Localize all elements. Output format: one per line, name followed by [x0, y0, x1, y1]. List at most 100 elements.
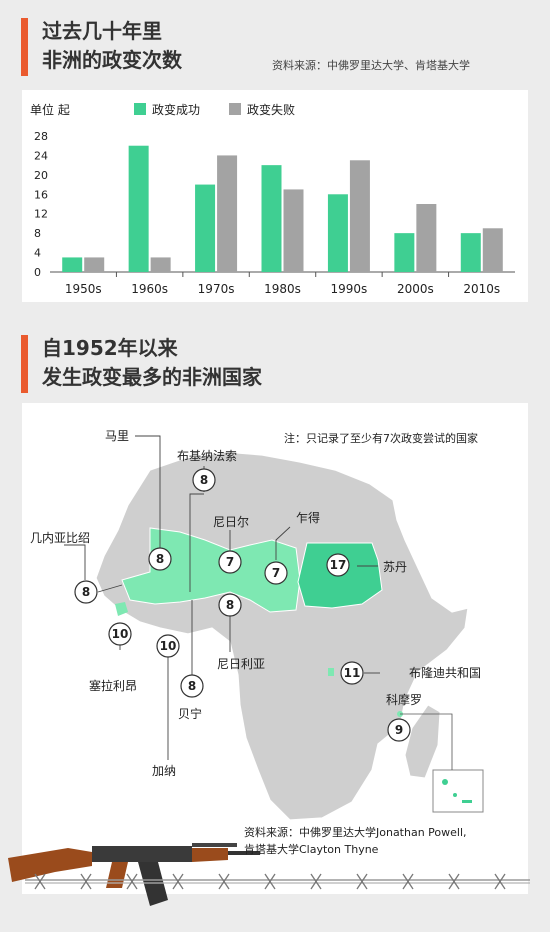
bar-success: [261, 165, 282, 272]
barb: [310, 873, 322, 890]
name-mali: 马里: [105, 429, 129, 443]
name-nigeria: 尼日利亚: [217, 657, 265, 671]
leader-mali: [135, 435, 161, 548]
bar-success: [394, 233, 415, 272]
bar-success: [460, 233, 481, 272]
comoros-island-3: [462, 800, 472, 803]
name-benin: 贝宁: [178, 706, 202, 721]
barb: [172, 873, 184, 890]
x-tick-label: 2000s: [397, 282, 434, 296]
count-marker: [180, 674, 204, 698]
count-marker: [387, 718, 411, 742]
rifle-illustration: [8, 843, 260, 906]
name-comoros: 科摩罗: [386, 692, 422, 707]
rifle-gas-tube: [192, 843, 237, 847]
unit-label: 单位 起: [30, 103, 70, 117]
chart-source: 资料来源：中佛罗里达大学、肯塔基大学: [272, 59, 470, 72]
count-value: 10: [160, 639, 177, 653]
y-tick-label: 24: [34, 149, 48, 162]
map-title-line1: 自1952年以来: [42, 336, 178, 360]
count-value: 8: [82, 585, 90, 599]
map-title-line2: 发生政变最多的非洲国家: [42, 365, 262, 389]
count-value: 8: [188, 679, 196, 693]
count-value: 8: [156, 552, 164, 566]
bar-fail: [416, 204, 437, 272]
count-marker: [74, 580, 98, 604]
burundi-shape: [328, 668, 334, 676]
name-chad: 乍得: [296, 510, 320, 525]
y-tick-label: 12: [34, 208, 48, 221]
barb: [218, 873, 230, 890]
barb: [494, 873, 506, 890]
x-tick-label: 1950s: [65, 282, 102, 296]
accent-bar-1: [21, 18, 28, 76]
barb: [80, 873, 92, 890]
count-value: 17: [330, 558, 347, 572]
y-tick-label: 8: [34, 227, 41, 240]
count-marker: [340, 661, 364, 685]
rifle-magazine: [138, 862, 168, 906]
legend-fail: 政变失败: [229, 101, 295, 118]
bar-fail: [150, 257, 171, 272]
y-tick-label: 20: [34, 169, 48, 182]
comoros-island-1: [442, 779, 448, 785]
bar-success: [195, 184, 216, 272]
bar-fail: [283, 189, 304, 272]
leader-burkina-2: [189, 493, 204, 592]
count-marker: [192, 468, 216, 492]
legend-fail-swatch: [229, 103, 241, 115]
map-source-line2: 肯塔基大学Clayton Thyne: [244, 843, 379, 856]
leader-guinea: [64, 544, 86, 580]
y-tick-label: 28: [34, 130, 48, 143]
bar-fail: [482, 228, 503, 272]
rifle-handguard: [192, 848, 228, 862]
map-source: 资料来源：中佛罗里达大学Jonathan Powell, 肯塔基大学Clayto…: [244, 824, 467, 858]
name-guinea-bissau: 几内亚比绍: [30, 531, 90, 545]
count-value: 9: [395, 723, 403, 737]
bar-success: [62, 257, 83, 272]
name-sudan: 苏丹: [383, 560, 407, 574]
bar-fail: [349, 160, 370, 272]
barb: [264, 873, 276, 890]
name-sierra-leone: 塞拉利昂: [89, 678, 137, 693]
legend-fail-label: 政变失败: [247, 103, 296, 117]
x-tick-label: 1980s: [264, 282, 301, 296]
legend-success-label: 政变成功: [152, 103, 201, 117]
bar-success: [327, 194, 348, 272]
count-value: 8: [200, 473, 208, 487]
x-tick-label: 1970s: [198, 282, 235, 296]
barb: [402, 873, 414, 890]
madagascar: [404, 704, 441, 779]
comoros-inset: [432, 769, 484, 813]
comoros-leader: [400, 713, 453, 770]
name-ghana: 加纳: [152, 764, 176, 778]
count-marker: [218, 550, 242, 574]
map-note: 注：只记录了至少有7次政变尝试的国家: [284, 432, 478, 445]
country-names: 马里 布基纳法索 尼日尔 乍得 苏丹 几内亚比绍 塞拉利昂 加纳 贝宁 尼日利亚…: [30, 429, 481, 778]
barb: [448, 873, 460, 890]
count-marker: [108, 622, 132, 646]
leader-guinea-2: [97, 584, 123, 593]
barb: [356, 873, 368, 890]
legend-success-swatch: [134, 103, 146, 115]
bar-fail: [217, 155, 238, 272]
barbed-wire-barbs: [34, 873, 506, 890]
x-tick-label: 1990s: [331, 282, 368, 296]
name-niger: 尼日尔: [213, 514, 249, 529]
count-marker: [148, 547, 172, 571]
barb: [34, 873, 46, 890]
y-tick-label: 0: [34, 266, 41, 279]
count-marker: [218, 593, 242, 617]
country-markers: 8 8 7 7 17 8 10 10 8 8 11 9: [74, 468, 411, 742]
rifle-receiver: [92, 846, 192, 862]
count-value: 8: [226, 598, 234, 612]
count-marker: [326, 553, 350, 577]
name-burundi: 布隆迪共和国: [409, 665, 481, 680]
bar-success: [128, 145, 149, 272]
y-tick-label: 4: [34, 247, 41, 260]
count-marker: [156, 634, 180, 658]
x-tick-label: 1960s: [131, 282, 168, 296]
count-marker: [264, 561, 288, 585]
rifle-barrel: [228, 851, 260, 855]
